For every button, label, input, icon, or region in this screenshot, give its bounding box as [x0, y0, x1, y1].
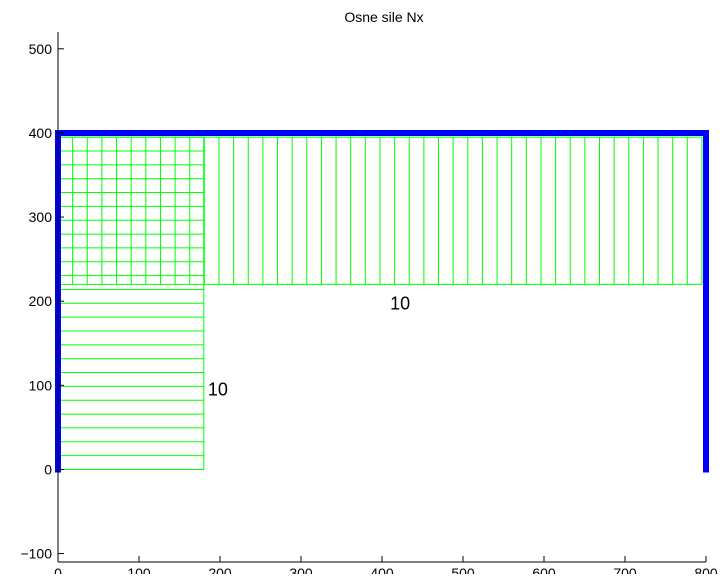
y-tick-label: 400 — [29, 125, 53, 141]
x-tick-label: 400 — [370, 565, 394, 574]
x-tick-label: 500 — [451, 565, 475, 574]
value-annotation: 10 — [208, 379, 228, 399]
x-tick-label: 300 — [289, 565, 313, 574]
x-tick-label: 100 — [127, 565, 151, 574]
y-tick-label: 200 — [29, 293, 53, 309]
x-tick-label: 200 — [208, 565, 232, 574]
x-tick-label: 600 — [532, 565, 556, 574]
frame-layer — [55, 129, 709, 473]
y-tick-label: 0 — [44, 461, 52, 477]
x-tick-label: 700 — [613, 565, 637, 574]
x-tick-label: 0 — [54, 565, 62, 574]
x-tick-label: 800 — [694, 565, 718, 574]
annotation-layer: 10 10 — [208, 294, 410, 400]
value-annotation: 10 — [390, 294, 410, 314]
y-tick-label: 100 — [29, 377, 53, 393]
y-tick-label: −100 — [20, 546, 52, 562]
y-tick-label: 300 — [29, 209, 53, 225]
force-diagram-layer — [57, 136, 703, 470]
y-tick-label: 500 — [29, 41, 53, 57]
chart-title: Osne sile Nx — [344, 9, 423, 25]
